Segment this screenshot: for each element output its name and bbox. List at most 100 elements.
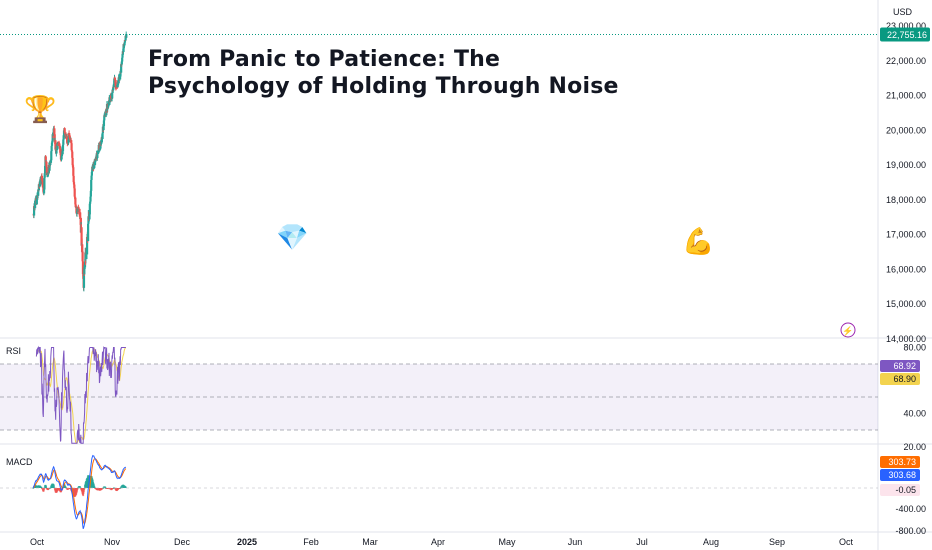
chart-title-line-1: From Panic to Patience: The xyxy=(148,47,501,72)
price-axis-tick-label: 15,000.00 xyxy=(886,299,926,309)
candle-body xyxy=(71,157,74,166)
time-axis-tick-label: Nov xyxy=(104,537,121,547)
price-axis-tick-label: 18,000.00 xyxy=(886,195,926,205)
candle-body xyxy=(66,136,69,143)
macd-histogram-bar xyxy=(102,487,105,489)
candle-body xyxy=(58,146,61,149)
price-axis-tick-label: 21,000.00 xyxy=(886,91,926,101)
last-price-label: 22,755.16 xyxy=(887,30,927,40)
macd-histogram-bar xyxy=(45,485,47,488)
candle-body xyxy=(115,87,118,89)
candle-body xyxy=(60,156,63,160)
candle-body xyxy=(102,126,105,131)
macd-histogram-bar xyxy=(45,487,48,489)
candle-body xyxy=(88,214,91,220)
candle-body xyxy=(122,44,125,52)
candle-body xyxy=(90,175,93,180)
price-axis-tick-label: 19,000.00 xyxy=(886,160,926,170)
candle-body xyxy=(99,144,102,149)
candle-body xyxy=(73,196,77,198)
candle-body xyxy=(113,77,117,81)
time-axis-tick-label: 2025 xyxy=(237,537,257,547)
price-axis-tick-label: 23,000.00 xyxy=(886,21,926,31)
candle-body xyxy=(70,143,73,151)
candle-body xyxy=(116,82,119,88)
candle-body xyxy=(89,196,92,202)
candle-body xyxy=(34,201,37,209)
candle-body xyxy=(119,71,122,77)
rsi-value-badge xyxy=(880,360,920,372)
price-axis-tick-label: 16,000.00 xyxy=(886,264,926,274)
time-axis-tick-label: Sep xyxy=(769,537,785,547)
candle-body xyxy=(43,165,47,174)
candle-body xyxy=(54,140,57,150)
rsi-label: RSI xyxy=(6,346,21,356)
macd-signal-line xyxy=(32,458,127,525)
candle-body xyxy=(70,150,74,152)
macd-histogram-bar xyxy=(104,486,107,488)
macd-value-badge xyxy=(880,456,920,468)
macd-histogram-bar xyxy=(67,488,69,490)
candle-body xyxy=(74,197,77,205)
candle-body xyxy=(44,156,47,163)
candle-body xyxy=(36,195,39,200)
candle-body xyxy=(50,142,54,146)
price-axis-tick-label: 14,000.00 xyxy=(886,334,926,344)
time-axis-tick-label: Jul xyxy=(636,537,648,547)
candle-body xyxy=(38,181,42,187)
candle-body xyxy=(119,76,122,80)
candle-body xyxy=(45,166,48,175)
candle-body xyxy=(125,34,128,38)
candle-body xyxy=(113,78,116,84)
candle-body xyxy=(73,184,76,189)
candle-body xyxy=(32,206,36,216)
diamond-icon: 💎 xyxy=(276,222,309,252)
candle-body xyxy=(72,167,75,176)
candle-body xyxy=(120,64,123,73)
candle-body xyxy=(89,190,92,197)
rsi-axis-tick-label: 40.00 xyxy=(903,409,926,419)
candle-body xyxy=(40,175,44,179)
candle-body xyxy=(90,179,93,191)
rsi-ma-value-label: 68.90 xyxy=(893,374,916,384)
candle-body xyxy=(114,80,117,87)
candle-body xyxy=(47,172,50,174)
macd-value-label: 303.73 xyxy=(888,457,916,467)
rsi-value-label: 68.92 xyxy=(893,361,916,371)
candle-body xyxy=(124,35,127,41)
macd-line xyxy=(32,454,127,529)
candle-body xyxy=(80,227,83,246)
candle-body xyxy=(94,158,97,161)
flexed-bicep-icon: 💪 xyxy=(682,226,715,256)
candle-body xyxy=(37,189,40,196)
candle-body xyxy=(67,140,70,143)
macd-axis-tick-label: -800.00 xyxy=(895,526,926,536)
candle-body xyxy=(96,150,100,155)
macd-histogram-bar xyxy=(93,487,96,489)
candle-body xyxy=(96,151,99,159)
macd-histogram-bar xyxy=(124,486,127,488)
candle-body xyxy=(50,145,53,152)
rsi-band xyxy=(0,364,878,430)
candle-body xyxy=(74,204,77,208)
price-axis-tick-label: 17,000.00 xyxy=(886,230,926,240)
last-price-badge xyxy=(880,27,930,42)
rsi-axis-tick-label: 80.00 xyxy=(903,343,926,353)
candle-body xyxy=(50,151,53,161)
candle-body xyxy=(107,100,110,106)
candle-body xyxy=(101,133,104,139)
candle-body xyxy=(79,216,82,219)
candle-body xyxy=(52,133,55,136)
time-axis-tick-label: Oct xyxy=(30,537,45,547)
lightning-badge xyxy=(840,322,856,338)
candle-body xyxy=(43,173,46,178)
candle-body xyxy=(121,57,124,62)
candle-body xyxy=(71,151,74,158)
candle-body xyxy=(49,160,53,163)
chart-title-line-2: Psychology of Holding Through Noise xyxy=(148,74,619,99)
macd-hist-value-label: -0.05 xyxy=(895,485,916,495)
candle-body xyxy=(117,77,120,84)
candle-body xyxy=(90,171,93,176)
candle-body xyxy=(82,267,86,288)
macd-histogram-bar xyxy=(43,488,46,489)
